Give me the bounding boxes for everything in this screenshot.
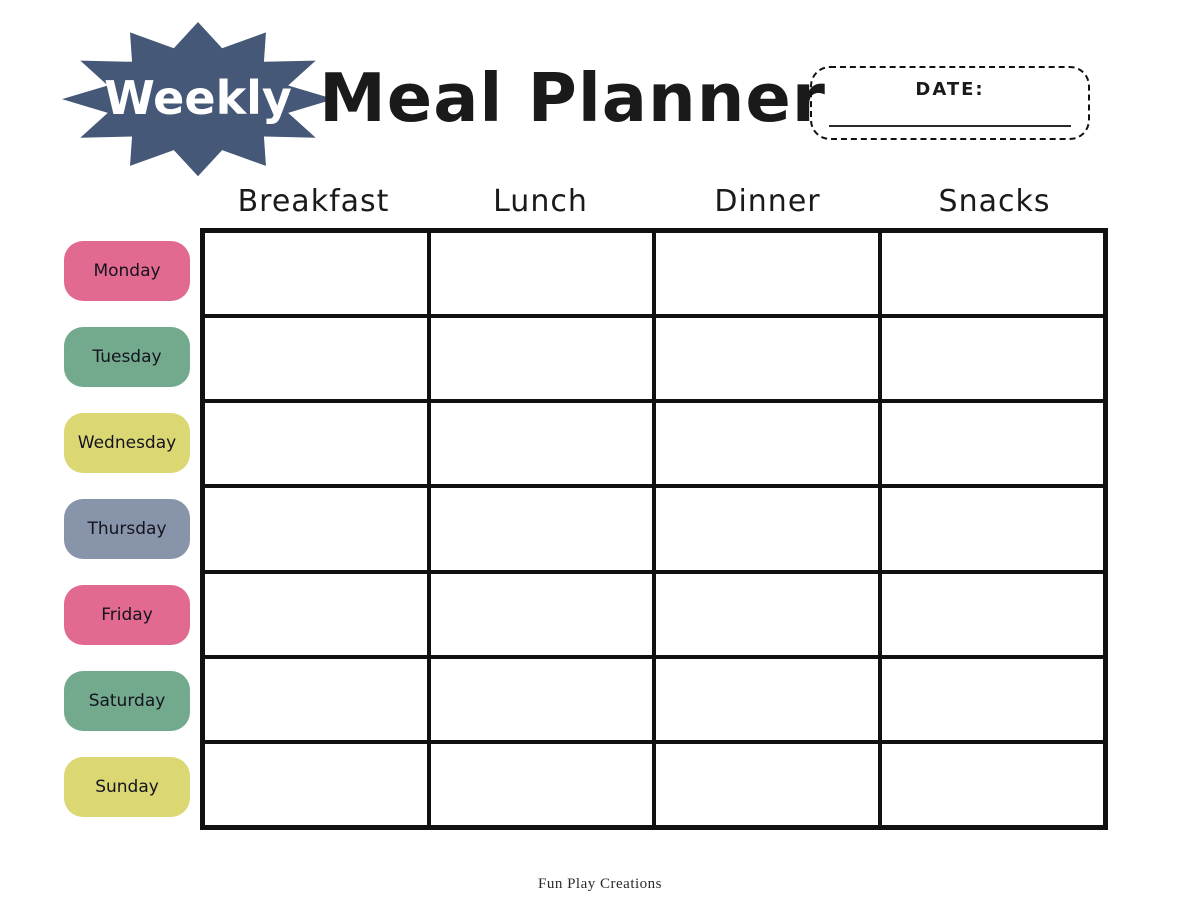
weekly-badge: Weekly [60, 20, 336, 180]
starburst-shape [62, 22, 334, 177]
day-pill-sunday: Sunday [64, 757, 190, 817]
day-pill-friday: Friday [64, 585, 190, 645]
starburst-icon [62, 22, 334, 177]
meal-cell-thursday-breakfast[interactable] [203, 486, 429, 572]
meal-cell-sunday-snacks[interactable] [879, 741, 1105, 827]
date-box: DATE: [810, 66, 1090, 140]
meal-cell-friday-dinner[interactable] [654, 571, 880, 657]
meal-cell-friday-lunch[interactable] [428, 571, 654, 657]
date-fill-in-line[interactable] [829, 125, 1071, 127]
meal-cell-wednesday-snacks[interactable] [879, 401, 1105, 487]
meal-cell-friday-breakfast[interactable] [203, 571, 429, 657]
meal-cell-wednesday-dinner[interactable] [654, 401, 880, 487]
day-pill-saturday: Saturday [64, 671, 190, 731]
meal-cell-monday-dinner[interactable] [654, 231, 880, 317]
weekly-badge-label: Weekly [104, 71, 292, 125]
meal-cell-saturday-breakfast[interactable] [203, 656, 429, 742]
meal-cell-thursday-lunch[interactable] [428, 486, 654, 572]
meal-cell-tuesday-snacks[interactable] [879, 316, 1105, 402]
meal-cell-monday-snacks[interactable] [879, 231, 1105, 317]
meal-grid [200, 228, 1108, 830]
meal-cell-sunday-breakfast[interactable] [203, 741, 429, 827]
meal-cell-tuesday-dinner[interactable] [654, 316, 880, 402]
meal-cell-sunday-dinner[interactable] [654, 741, 880, 827]
date-label: DATE: [915, 79, 985, 100]
meal-cell-wednesday-lunch[interactable] [428, 401, 654, 487]
footer-credit: Fun Play Creations [538, 876, 662, 892]
column-header-lunch: Lunch [493, 183, 588, 219]
column-header-dinner: Dinner [714, 183, 821, 219]
meal-cell-saturday-lunch[interactable] [428, 656, 654, 742]
meal-cell-saturday-snacks[interactable] [879, 656, 1105, 742]
day-pill-monday: Monday [64, 241, 190, 301]
page-title: Meal Planner [319, 59, 826, 137]
meal-cell-monday-lunch[interactable] [428, 231, 654, 317]
meal-cell-tuesday-breakfast[interactable] [203, 316, 429, 402]
day-pill-tuesday: Tuesday [64, 327, 190, 387]
column-header-breakfast: Breakfast [237, 183, 390, 219]
meal-cell-sunday-lunch[interactable] [428, 741, 654, 827]
meal-cell-friday-snacks[interactable] [879, 571, 1105, 657]
meal-cell-wednesday-breakfast[interactable] [203, 401, 429, 487]
meal-cell-tuesday-lunch[interactable] [428, 316, 654, 402]
meal-cell-monday-breakfast[interactable] [203, 231, 429, 317]
meal-cell-saturday-dinner[interactable] [654, 656, 880, 742]
day-pill-wednesday: Wednesday [64, 413, 190, 473]
day-pill-thursday: Thursday [64, 499, 190, 559]
meal-cell-thursday-dinner[interactable] [654, 486, 880, 572]
meal-cell-thursday-snacks[interactable] [879, 486, 1105, 572]
column-header-snacks: Snacks [938, 183, 1051, 219]
